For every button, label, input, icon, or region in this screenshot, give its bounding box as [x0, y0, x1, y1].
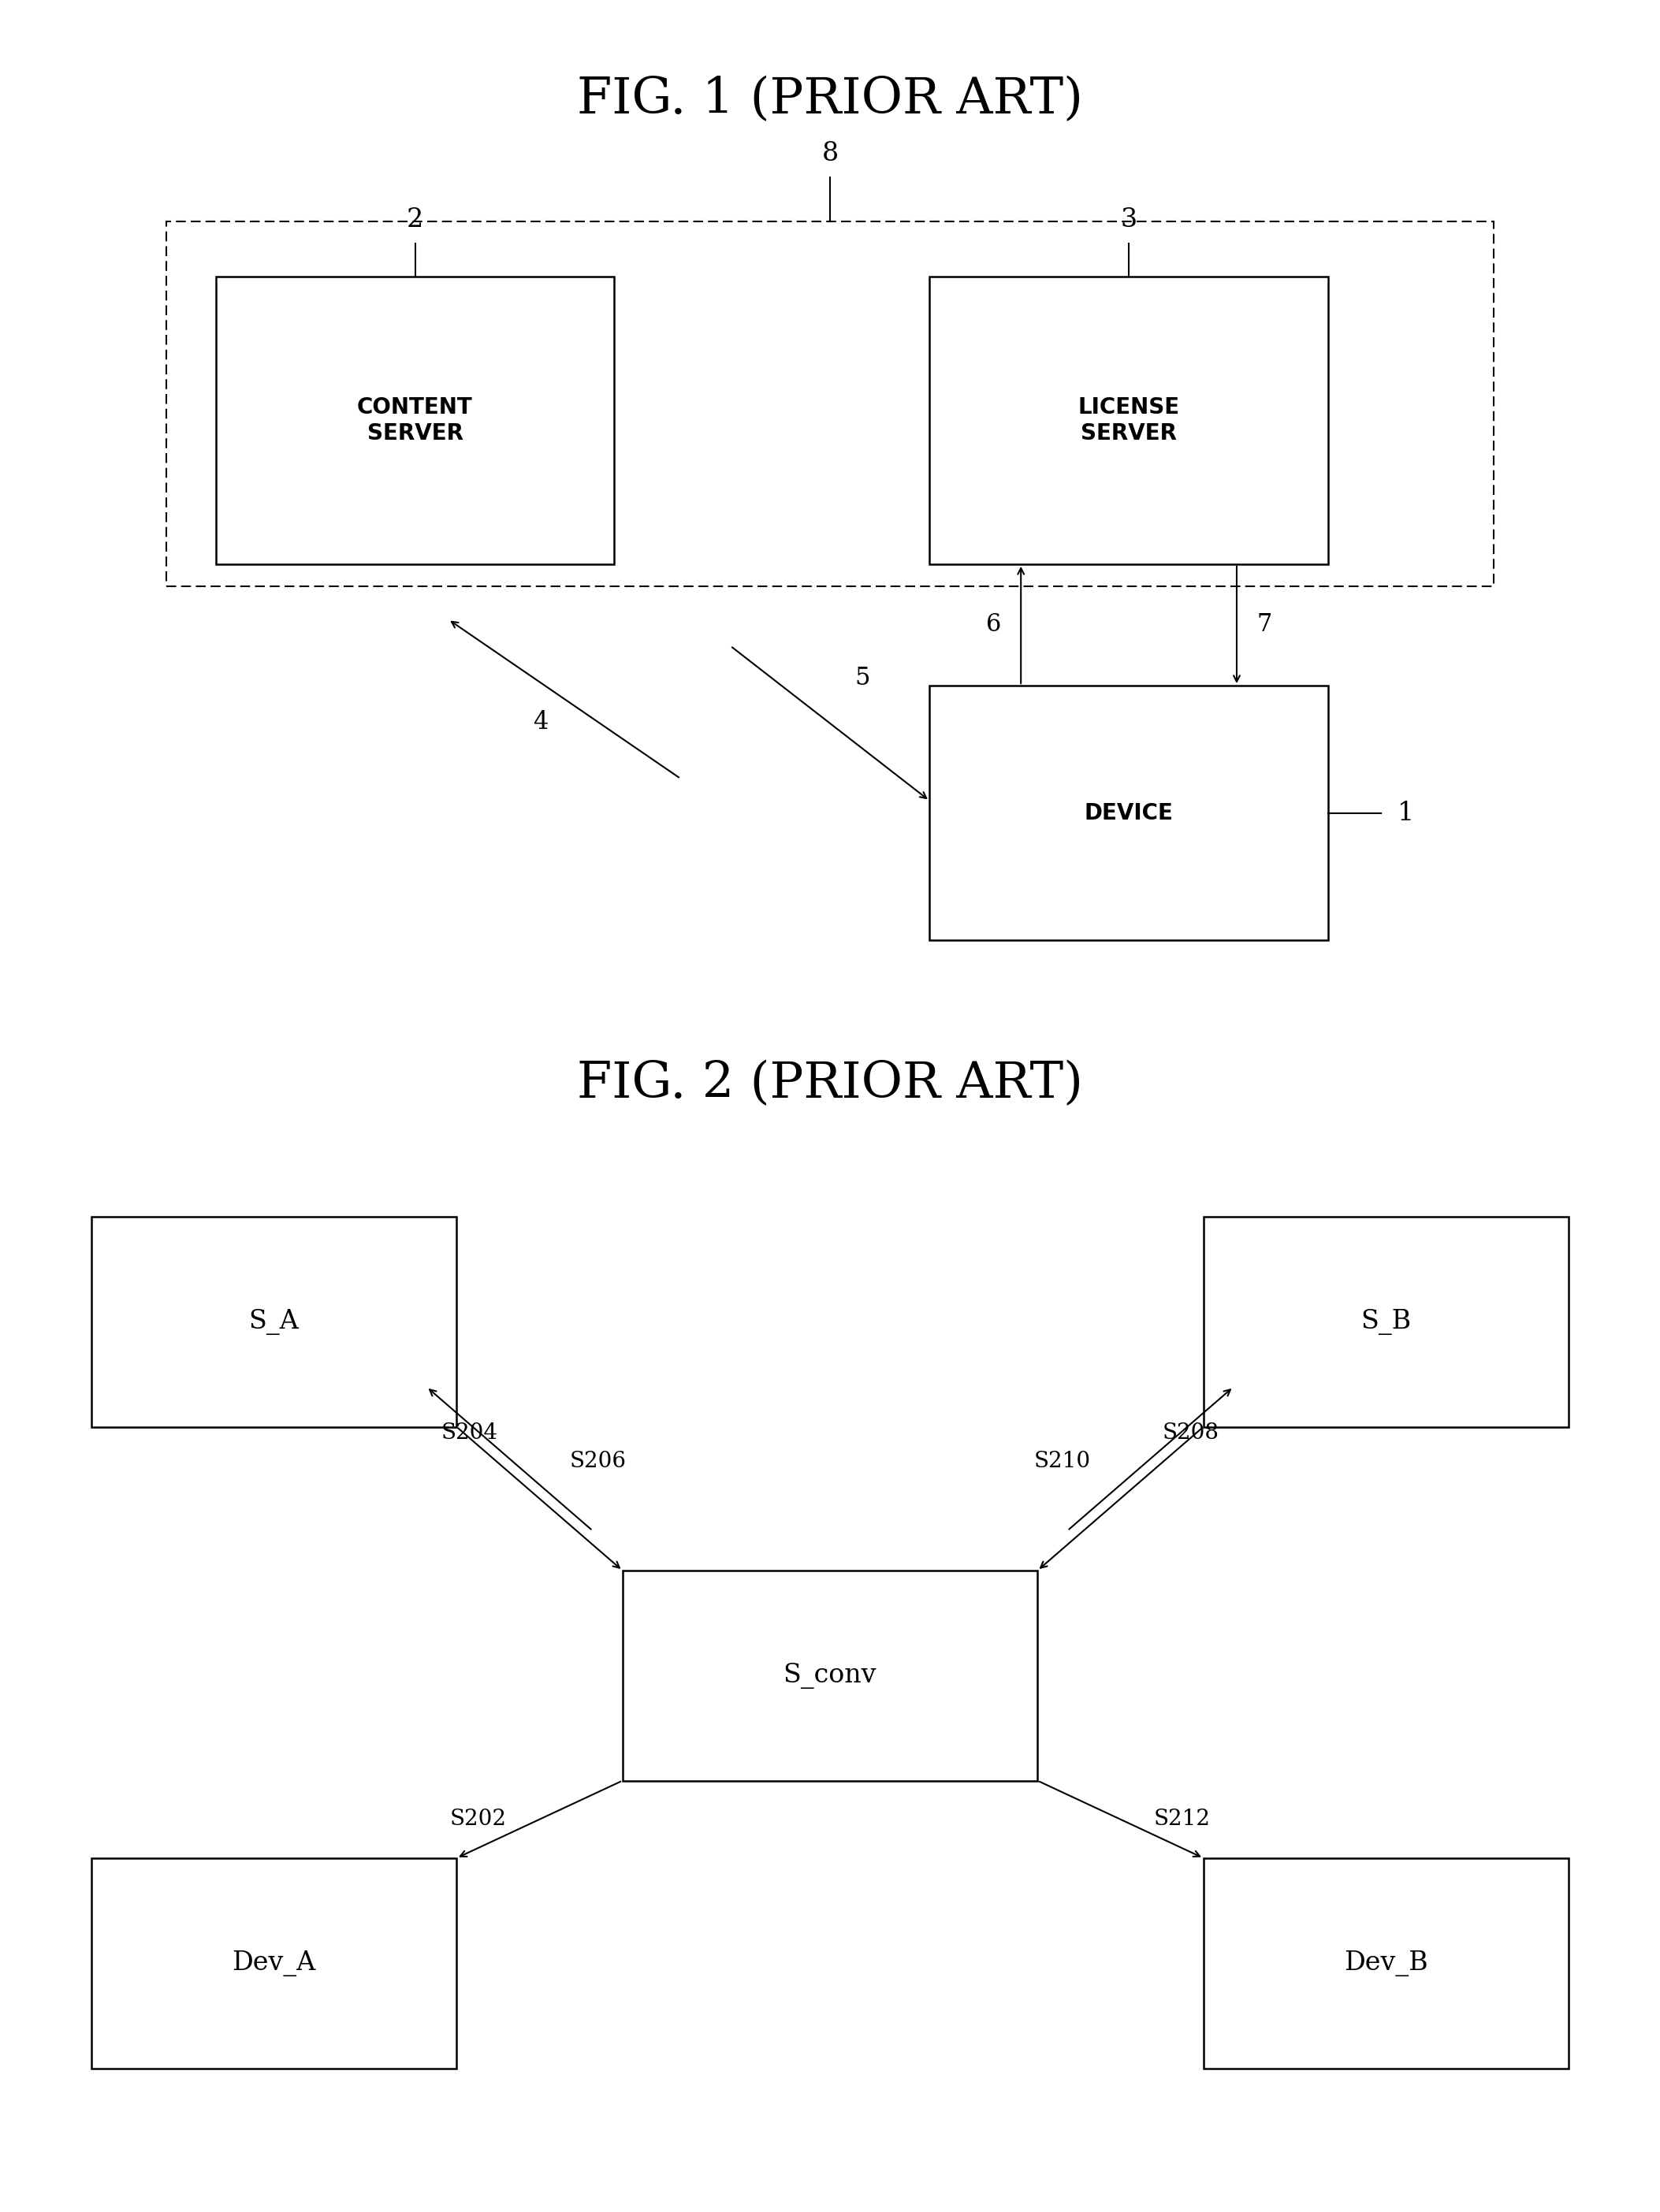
Bar	[166, 221, 1494, 586]
Bar	[1204, 1858, 1569, 2068]
Text: 7: 7	[1257, 613, 1272, 637]
Text: 8: 8	[822, 142, 838, 166]
Text: Dev_B: Dev_B	[1345, 1951, 1428, 1975]
Bar	[930, 686, 1328, 940]
Text: S212: S212	[1154, 1809, 1210, 1829]
Text: CONTENT
SERVER: CONTENT SERVER	[357, 396, 473, 445]
Text: Dev_A: Dev_A	[232, 1951, 315, 1975]
Bar	[91, 1217, 457, 1427]
Text: 2: 2	[407, 208, 423, 232]
Text: DEVICE: DEVICE	[1084, 803, 1174, 823]
Bar	[1204, 1217, 1569, 1427]
Text: 4: 4	[533, 710, 548, 734]
Text: FIG. 2 (PRIOR ART): FIG. 2 (PRIOR ART)	[578, 1060, 1082, 1108]
Bar	[622, 1571, 1038, 1781]
Text: S208: S208	[1162, 1422, 1218, 1442]
Text: S_B: S_B	[1361, 1310, 1411, 1334]
Text: 1: 1	[1398, 801, 1414, 825]
Text: S206: S206	[569, 1451, 626, 1473]
Text: S_conv: S_conv	[784, 1663, 876, 1688]
Bar	[216, 276, 614, 564]
Text: LICENSE
SERVER: LICENSE SERVER	[1077, 396, 1180, 445]
Text: 3: 3	[1121, 208, 1137, 232]
Text: S204: S204	[442, 1422, 498, 1442]
Bar	[91, 1858, 457, 2068]
Text: FIG. 1 (PRIOR ART): FIG. 1 (PRIOR ART)	[578, 75, 1082, 124]
Text: S202: S202	[450, 1809, 506, 1829]
Text: S_A: S_A	[249, 1310, 299, 1334]
Bar	[930, 276, 1328, 564]
Text: S210: S210	[1034, 1451, 1091, 1473]
Text: 5: 5	[855, 666, 870, 690]
Text: 6: 6	[986, 613, 1001, 637]
